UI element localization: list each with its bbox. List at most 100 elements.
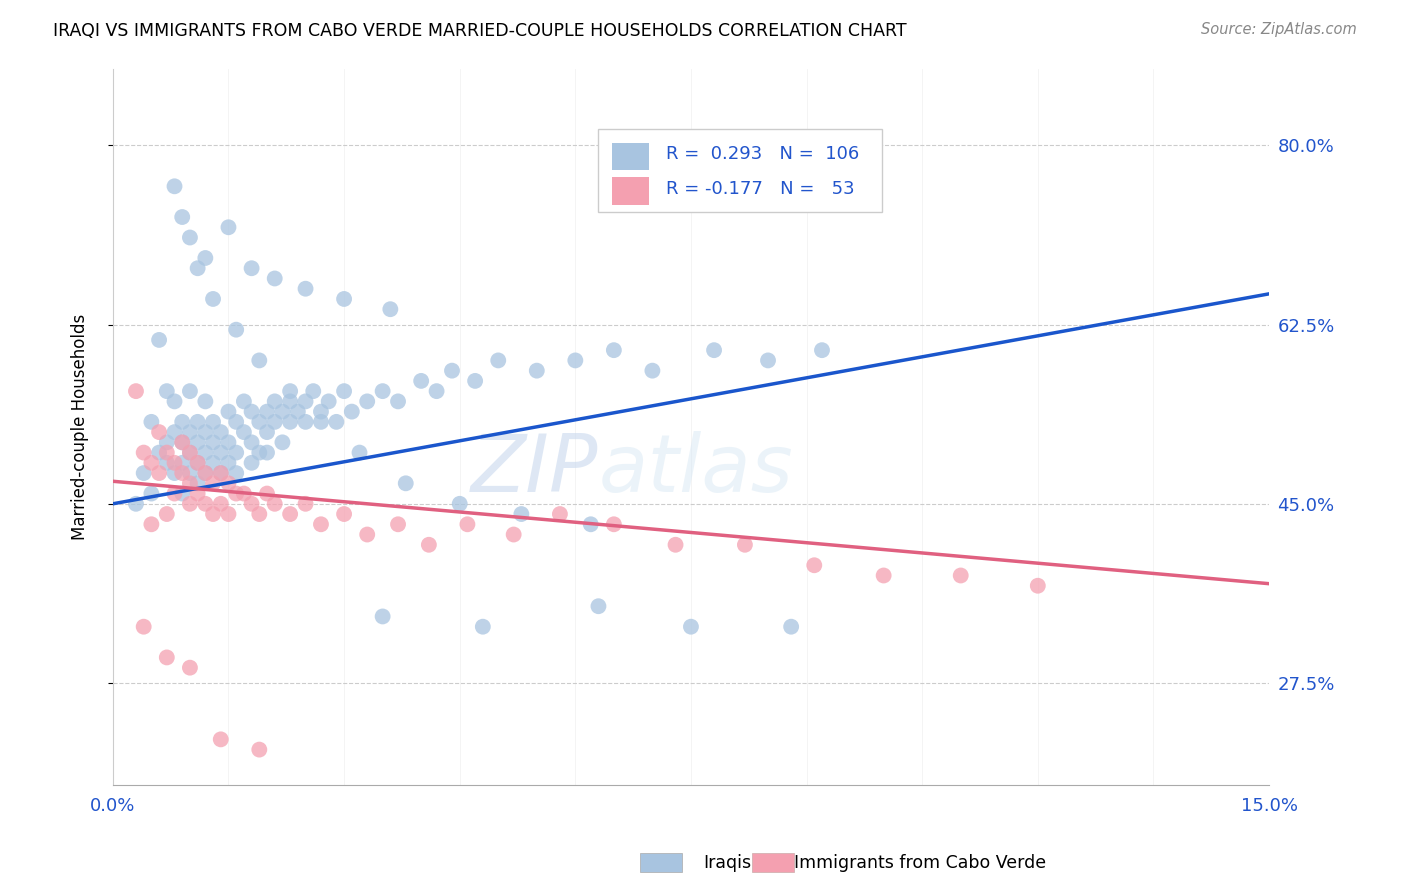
Point — [194, 251, 217, 265]
Point — [163, 466, 186, 480]
Point — [202, 507, 225, 521]
Point — [333, 507, 356, 521]
Point — [225, 323, 247, 337]
Point — [247, 507, 270, 521]
Point — [256, 404, 278, 418]
Point — [163, 456, 186, 470]
Point — [187, 456, 209, 470]
Point — [132, 466, 155, 480]
Point — [263, 415, 285, 429]
Point — [247, 742, 270, 756]
Point — [194, 445, 217, 459]
Point — [278, 384, 301, 398]
Point — [247, 353, 270, 368]
Point — [526, 364, 548, 378]
Point — [510, 507, 533, 521]
Point — [232, 394, 254, 409]
Point — [225, 445, 247, 459]
Point — [194, 497, 217, 511]
Point — [780, 620, 803, 634]
Point — [232, 486, 254, 500]
Point — [486, 353, 509, 368]
Point — [387, 394, 409, 409]
Point — [217, 404, 239, 418]
Point — [502, 527, 524, 541]
Point — [225, 486, 247, 500]
Point — [464, 374, 486, 388]
Point — [209, 445, 232, 459]
Point — [194, 394, 217, 409]
Point — [163, 425, 186, 439]
Point — [194, 466, 217, 480]
Point — [309, 517, 332, 532]
Point — [187, 486, 209, 500]
Point — [278, 394, 301, 409]
Point — [240, 456, 263, 470]
Point — [132, 620, 155, 634]
Point — [172, 456, 194, 470]
Point — [179, 425, 201, 439]
Point — [263, 394, 285, 409]
Point — [302, 384, 325, 398]
Point — [356, 394, 378, 409]
Point — [356, 527, 378, 541]
Point — [187, 261, 209, 276]
Point — [456, 517, 478, 532]
Point — [256, 445, 278, 459]
Point — [156, 384, 179, 398]
Point — [1026, 579, 1049, 593]
Point — [156, 456, 179, 470]
Point — [287, 404, 309, 418]
Point — [240, 497, 263, 511]
Point — [588, 599, 610, 614]
Point — [141, 517, 163, 532]
Point — [141, 456, 163, 470]
Point — [325, 415, 347, 429]
Point — [548, 507, 571, 521]
Point — [803, 558, 825, 573]
Point — [172, 415, 194, 429]
Point — [309, 404, 332, 418]
Point — [333, 384, 356, 398]
Point — [172, 435, 194, 450]
Point — [294, 497, 316, 511]
Point — [179, 661, 201, 675]
Point — [294, 394, 316, 409]
Point — [172, 486, 194, 500]
Point — [148, 466, 170, 480]
Point — [564, 353, 586, 368]
FancyBboxPatch shape — [599, 129, 882, 212]
Point — [209, 466, 232, 480]
Text: IRAQI VS IMMIGRANTS FROM CABO VERDE MARRIED-COUPLE HOUSEHOLDS CORRELATION CHART: IRAQI VS IMMIGRANTS FROM CABO VERDE MARR… — [53, 22, 907, 40]
Text: ZIP: ZIP — [471, 431, 599, 509]
Text: Immigrants from Cabo Verde: Immigrants from Cabo Verde — [794, 855, 1046, 872]
Point — [278, 415, 301, 429]
Point — [148, 425, 170, 439]
Text: atlas: atlas — [599, 431, 793, 509]
Point — [217, 220, 239, 235]
Point — [756, 353, 779, 368]
Point — [426, 384, 449, 398]
Point — [256, 486, 278, 500]
Text: R = -0.177   N =   53: R = -0.177 N = 53 — [665, 180, 853, 198]
Point — [202, 435, 225, 450]
Point — [217, 476, 239, 491]
Point — [141, 486, 163, 500]
Point — [411, 374, 433, 388]
Point — [263, 271, 285, 285]
Point — [209, 425, 232, 439]
Point — [371, 609, 394, 624]
Point — [187, 456, 209, 470]
Point — [187, 476, 209, 491]
Point — [294, 415, 316, 429]
Point — [340, 404, 363, 418]
Point — [603, 343, 626, 358]
Point — [418, 538, 440, 552]
Point — [703, 343, 725, 358]
Point — [163, 179, 186, 194]
Point — [309, 415, 332, 429]
Text: R =  0.293   N =  106: R = 0.293 N = 106 — [665, 145, 859, 163]
Point — [179, 476, 201, 491]
Point — [271, 404, 294, 418]
Point — [240, 261, 263, 276]
